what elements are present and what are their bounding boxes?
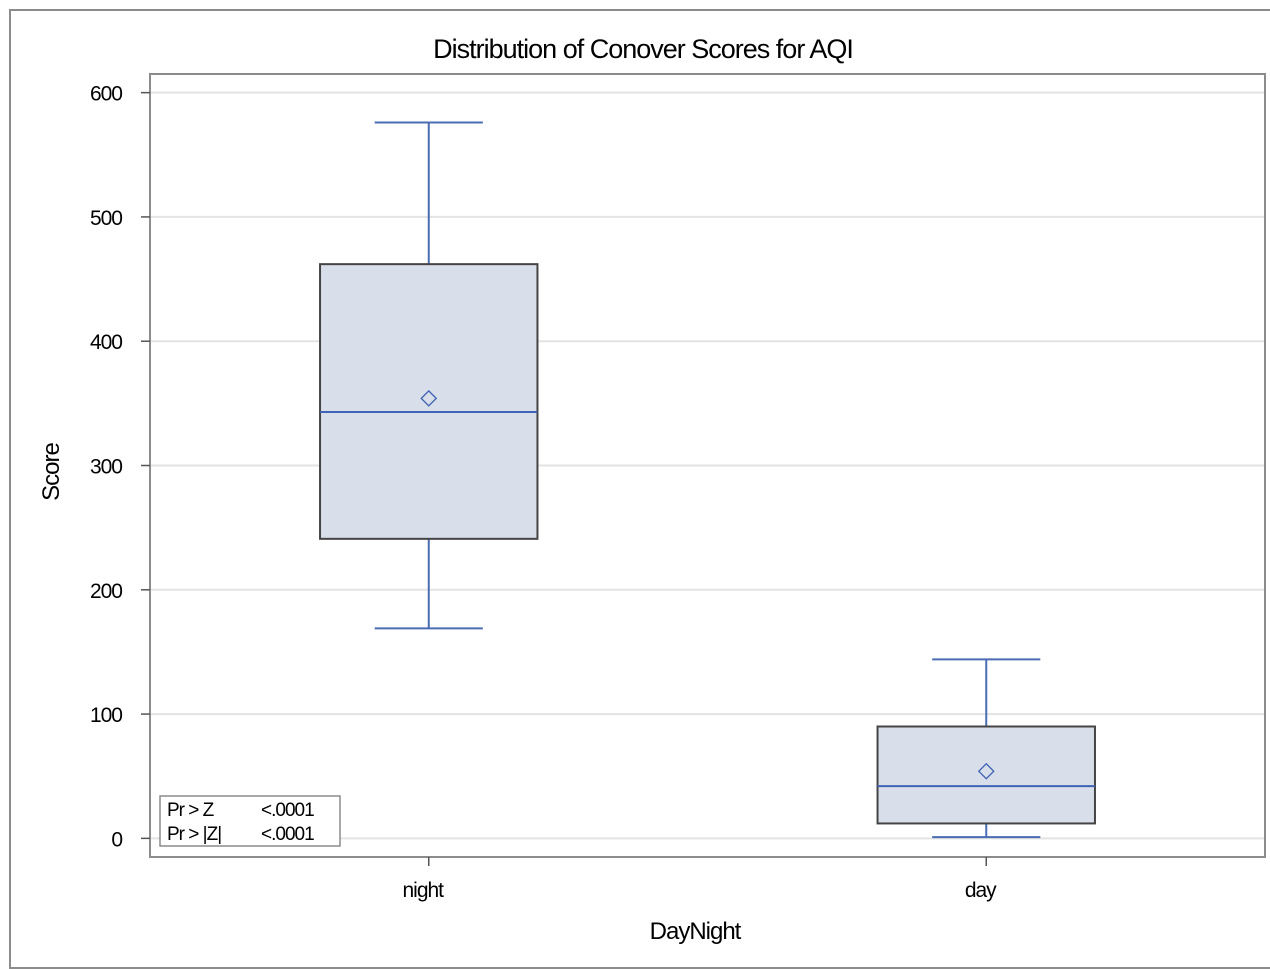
x-tick-label: night — [402, 879, 444, 902]
x-axis: night day — [402, 857, 998, 902]
chart-frame: Distribution of Conover Scores for AQI 0… — [9, 9, 1270, 969]
stats-label-2: Pr > |Z| — [167, 824, 221, 845]
mean-marker — [977, 762, 995, 780]
y-tick-label: 0 — [111, 828, 122, 851]
box-layer — [319, 121, 1096, 839]
y-tick-label: 300 — [90, 456, 122, 479]
y-axis: 0 100 200 300 400 500 600 — [90, 83, 150, 851]
chart-title: Distribution of Conover Scores for AQI — [433, 34, 853, 64]
grid-layer — [151, 91, 1264, 840]
y-axis-label: Score — [38, 443, 65, 501]
y-tick-label: 200 — [90, 580, 122, 603]
stats-value-2: <.0001 — [261, 824, 314, 845]
y-tick-label: 400 — [90, 331, 122, 354]
stats-inset: Pr > Z <.0001 Pr > |Z| <.0001 — [159, 795, 341, 847]
x-tick-label: day — [965, 879, 997, 902]
box-night — [319, 121, 539, 630]
y-tick-label: 500 — [90, 207, 122, 230]
y-tick-label: 600 — [90, 83, 122, 106]
mean-marker — [420, 389, 438, 407]
stats-value-1: <.0001 — [261, 800, 314, 821]
x-axis-label: DayNight — [650, 918, 742, 945]
stats-inset-border — [159, 795, 341, 847]
box-day — [876, 658, 1096, 839]
box-iqr — [876, 725, 1096, 825]
stats-label-1: Pr > Z — [167, 800, 215, 821]
y-tick-label: 100 — [90, 704, 122, 727]
box-iqr — [319, 263, 539, 540]
